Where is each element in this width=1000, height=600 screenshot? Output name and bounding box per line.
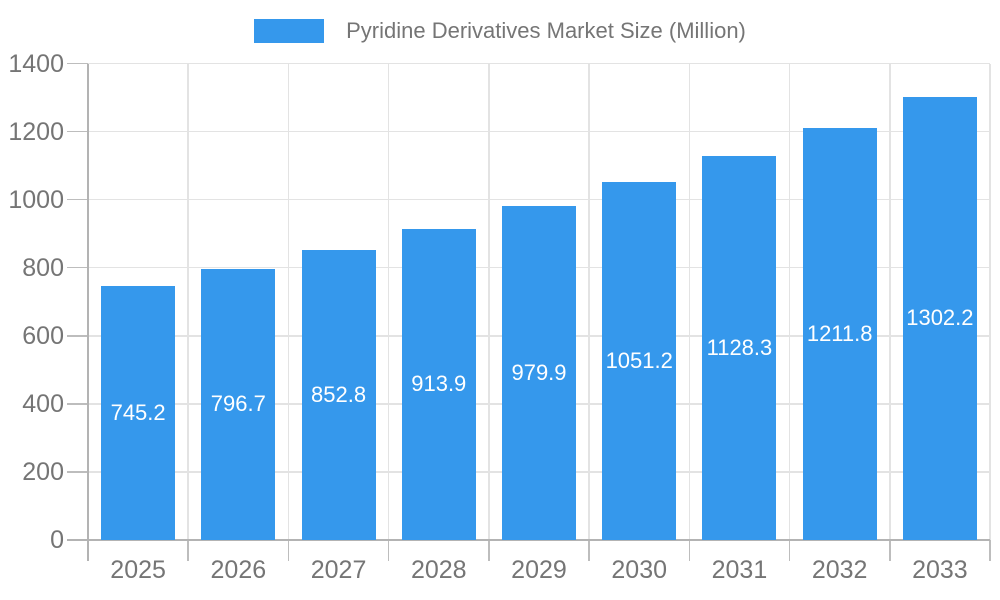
gridline-v bbox=[387, 63, 390, 540]
y-tick-label: 200 bbox=[22, 457, 64, 486]
x-tick-label: 2033 bbox=[912, 556, 968, 584]
bar-value-label: 1211.8 bbox=[806, 320, 873, 346]
bar[interactable]: 796.7 bbox=[201, 268, 276, 540]
y-tick bbox=[67, 471, 88, 473]
gridline-h bbox=[88, 62, 990, 65]
y-tick bbox=[67, 335, 88, 337]
gridline-v bbox=[287, 63, 290, 540]
bar[interactable]: 979.9 bbox=[502, 206, 576, 540]
y-tick-label: 1000 bbox=[8, 185, 64, 214]
bar-value-label: 745.2 bbox=[110, 400, 166, 426]
bar[interactable]: 1128.3 bbox=[702, 155, 777, 540]
bar[interactable]: 913.9 bbox=[401, 228, 476, 540]
y-tick-label: 1200 bbox=[8, 117, 64, 146]
bar-value-label: 1302.2 bbox=[906, 305, 974, 331]
x-tick-label: 2025 bbox=[110, 556, 166, 584]
gridline-v bbox=[889, 63, 891, 540]
bar[interactable]: 852.8 bbox=[301, 249, 376, 540]
gridline-v bbox=[788, 63, 791, 540]
y-tick-label: 1400 bbox=[8, 49, 64, 78]
bar[interactable]: 745.2 bbox=[101, 286, 176, 540]
x-tick bbox=[989, 540, 991, 561]
y-tick-label: 400 bbox=[22, 389, 64, 418]
y-tick bbox=[67, 403, 88, 405]
y-tick-label: 0 bbox=[50, 526, 64, 554]
gridline-v bbox=[488, 63, 490, 540]
bar-value-label: 1128.3 bbox=[706, 334, 773, 360]
x-tick bbox=[889, 540, 891, 561]
x-tick bbox=[287, 540, 290, 561]
gridline-v bbox=[989, 63, 991, 540]
x-tick bbox=[588, 540, 590, 561]
legend-swatch bbox=[254, 19, 325, 43]
y-tick bbox=[67, 130, 88, 133]
gridline-h bbox=[88, 198, 990, 201]
x-axis-line bbox=[67, 539, 990, 541]
y-tick-label: 600 bbox=[22, 321, 64, 350]
x-tick-label: 2027 bbox=[310, 556, 367, 584]
x-tick bbox=[488, 540, 490, 561]
bar-value-label: 1051.2 bbox=[605, 348, 673, 374]
gridline-v bbox=[688, 63, 691, 540]
x-tick bbox=[788, 540, 791, 561]
bar[interactable]: 1051.2 bbox=[602, 182, 677, 540]
legend-label: Pyridine Derivatives Market Size (Millio… bbox=[346, 18, 746, 43]
legend[interactable]: Pyridine Derivatives Market Size (Millio… bbox=[0, 18, 1000, 44]
bar[interactable]: 1302.2 bbox=[902, 96, 977, 540]
gridline-v bbox=[588, 63, 590, 540]
bar-value-label: 913.9 bbox=[411, 371, 467, 397]
x-tick-label: 2026 bbox=[210, 556, 267, 584]
x-tick-label: 2032 bbox=[811, 556, 868, 584]
bar-value-label: 852.8 bbox=[311, 381, 367, 407]
x-tick-label: 2031 bbox=[711, 556, 768, 584]
y-tick bbox=[67, 198, 88, 201]
y-axis-line bbox=[87, 63, 89, 561]
x-tick-label: 2030 bbox=[611, 556, 668, 584]
x-tick-label: 2028 bbox=[410, 556, 467, 584]
bar-value-label: 979.9 bbox=[511, 360, 567, 386]
y-tick-label: 800 bbox=[22, 253, 64, 282]
bar-value-label: 796.7 bbox=[210, 391, 266, 417]
gridline-v bbox=[187, 63, 189, 540]
gridline-h bbox=[88, 130, 990, 133]
x-tick bbox=[688, 540, 691, 561]
x-tick bbox=[387, 540, 390, 561]
x-tick bbox=[187, 540, 189, 561]
x-tick-label: 2029 bbox=[511, 556, 567, 584]
y-tick bbox=[67, 62, 88, 65]
y-tick bbox=[67, 266, 88, 269]
bar[interactable]: 1211.8 bbox=[802, 127, 877, 540]
